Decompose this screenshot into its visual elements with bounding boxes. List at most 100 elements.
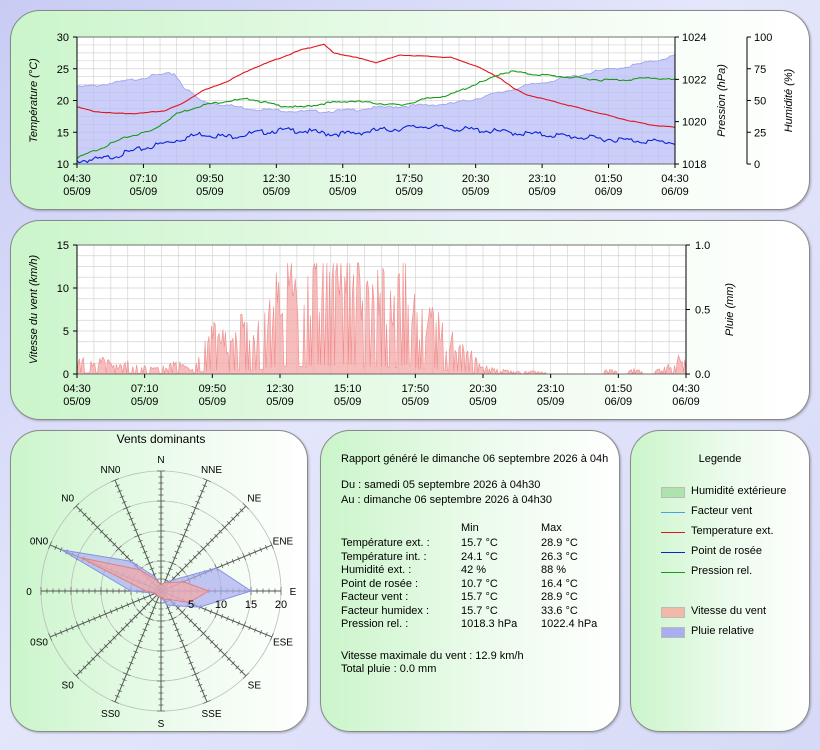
spoke-tick bbox=[82, 512, 87, 517]
x-tick-time: 01:50 bbox=[595, 173, 623, 185]
radial-tick-label: 15 bbox=[245, 599, 257, 611]
spoke-tick bbox=[94, 651, 101, 658]
legend-panel: Legende Humidité extérieure Facteur vent T… bbox=[630, 430, 810, 732]
x-tick-time: 04:30 bbox=[672, 383, 700, 395]
spoke-tick bbox=[202, 695, 208, 698]
report-label: Point de rosée : bbox=[341, 577, 419, 590]
humidity-tick-label: 75 bbox=[754, 64, 766, 76]
spoke-tick bbox=[265, 544, 268, 550]
spoke-tick bbox=[99, 529, 104, 534]
spoke-tick bbox=[176, 634, 182, 637]
spoke-tick bbox=[71, 625, 74, 631]
legend-swatch bbox=[661, 487, 685, 498]
spoke-tick bbox=[165, 606, 171, 609]
direction-label: E bbox=[290, 587, 297, 598]
spoke-tick bbox=[180, 644, 188, 649]
report-max: 26.3 °C bbox=[541, 550, 578, 563]
spoke-tick bbox=[186, 523, 191, 526]
x-tick-time: 09:50 bbox=[199, 383, 227, 395]
spoke-tick bbox=[172, 556, 178, 560]
direction-label: NE bbox=[247, 494, 261, 505]
x-tick-date: 05/09 bbox=[334, 396, 362, 408]
spoke-tick bbox=[168, 561, 177, 566]
spoke-tick bbox=[209, 609, 213, 615]
x-tick-date: 05/09 bbox=[537, 396, 565, 408]
x-tick-date: 05/09 bbox=[63, 186, 91, 198]
x-tick-date: 05/09 bbox=[395, 186, 423, 198]
direction-label: SE bbox=[248, 680, 262, 691]
rain-tick-label: 0.0 bbox=[695, 369, 710, 381]
spoke-tick bbox=[120, 550, 125, 555]
spoke-tick bbox=[128, 661, 134, 665]
spoke-tick bbox=[199, 489, 205, 493]
spoke-tick bbox=[121, 501, 127, 504]
legend-swatch bbox=[661, 512, 685, 513]
spoke-tick bbox=[205, 635, 210, 640]
report-max: 88 % bbox=[541, 564, 567, 576]
legend-label: Humidité extérieure bbox=[691, 485, 787, 497]
spoke-tick bbox=[239, 508, 244, 513]
spoke-tick bbox=[190, 512, 196, 515]
spoke-tick bbox=[214, 533, 219, 538]
x-tick-date: 05/09 bbox=[469, 396, 497, 408]
humidity-tick-label: 50 bbox=[754, 96, 766, 108]
spoke-tick bbox=[168, 616, 177, 621]
spoke-tick bbox=[203, 478, 211, 482]
left-tick-label: 0 bbox=[63, 369, 69, 381]
spoke-tick bbox=[183, 650, 189, 654]
spoke-tick bbox=[140, 545, 146, 548]
spoke-tick bbox=[204, 606, 207, 612]
spoke-tick bbox=[108, 538, 113, 543]
direction-label: S0 bbox=[62, 680, 75, 691]
x-tick-time: 12:30 bbox=[266, 383, 294, 395]
spoke-tick bbox=[165, 573, 171, 576]
report-label: Pression rel. : bbox=[341, 618, 409, 630]
spoke-tick bbox=[176, 545, 182, 548]
pressure-tick-label: 1018 bbox=[682, 159, 706, 171]
spoke-tick bbox=[98, 613, 102, 619]
spoke-tick bbox=[120, 627, 125, 632]
spoke-tick bbox=[167, 611, 173, 615]
temperature-chart: 10 15 20 25 30 1018 1020 1022 1024 0 25 50 75 100 Temp… bbox=[28, 32, 795, 198]
spoke-tick bbox=[82, 665, 87, 670]
spoke-tick bbox=[192, 622, 197, 627]
temperature-chart-panel: 10 15 20 25 30 1018 1020 1022 1024 0 25 50 75 100 Temp… bbox=[10, 10, 810, 210]
pressure-tick-label: 1020 bbox=[682, 117, 706, 129]
spoke-tick bbox=[78, 508, 83, 513]
spoke-tick bbox=[149, 611, 155, 615]
x-tick-time: 17:50 bbox=[395, 173, 423, 185]
spoke-tick bbox=[148, 593, 152, 599]
spoke-tick bbox=[86, 516, 91, 521]
left-tick-label: 20 bbox=[57, 96, 69, 108]
report-min: 1018.3 hPa bbox=[461, 618, 518, 630]
x-tick-date: 06/09 bbox=[605, 396, 633, 408]
spoke-tick bbox=[112, 542, 117, 547]
spoke-tick bbox=[133, 614, 138, 619]
report-generated: Rapport généré le dimanche 06 septembre … bbox=[341, 453, 609, 465]
spoke-tick bbox=[175, 572, 180, 577]
spoke-tick bbox=[226, 561, 229, 566]
series-line-0 bbox=[76, 43, 676, 128]
spoke-tick bbox=[180, 533, 188, 538]
spoke-tick bbox=[75, 621, 80, 630]
spoke-tick bbox=[239, 669, 244, 674]
x-tick-time: 17:50 bbox=[402, 383, 430, 395]
spoke-tick bbox=[133, 528, 139, 532]
left-tick-label: 15 bbox=[57, 240, 69, 252]
spoke-tick bbox=[259, 547, 263, 553]
spoke-tick bbox=[237, 556, 240, 562]
spoke-tick bbox=[65, 627, 69, 633]
report-label: Facteur humidex : bbox=[341, 604, 430, 617]
direction-label: ENE bbox=[273, 536, 294, 547]
spoke-tick bbox=[248, 625, 251, 631]
spoke-tick bbox=[126, 602, 130, 608]
spoke-tick bbox=[237, 620, 240, 626]
spoke-tick bbox=[122, 672, 131, 677]
spoke-tick bbox=[195, 678, 201, 681]
spoke-tick bbox=[242, 503, 249, 510]
spoke-tick bbox=[103, 644, 108, 649]
humidity-tick-label: 25 bbox=[754, 127, 766, 139]
spoke-tick bbox=[131, 523, 136, 526]
spoke-tick bbox=[73, 672, 80, 679]
x-tick-time: 15:10 bbox=[329, 173, 357, 185]
